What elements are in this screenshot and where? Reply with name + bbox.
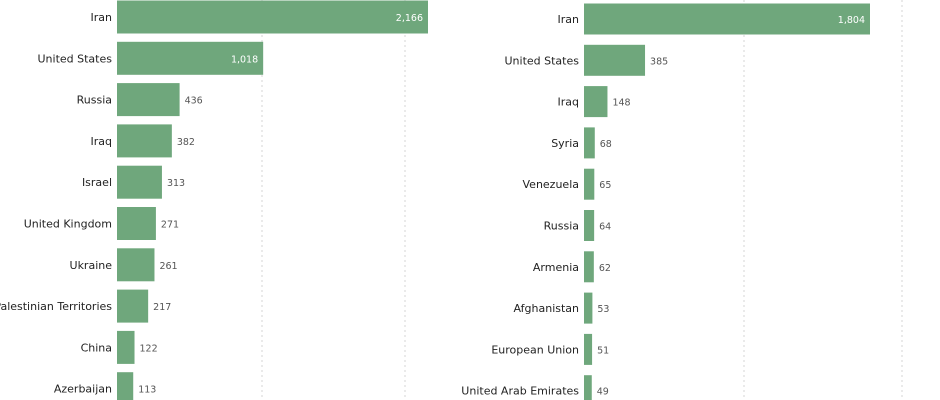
data-label: 217 bbox=[153, 302, 171, 313]
bar bbox=[117, 83, 180, 117]
bar bbox=[584, 210, 595, 241]
category-label: Iraq bbox=[558, 96, 580, 109]
bar bbox=[584, 86, 608, 118]
category-label: Iraq bbox=[91, 135, 113, 148]
left-bar-chart: Iran 2,166 United States 1,018 Russia 436 Iraq… bbox=[0, 0, 428, 400]
data-label: 49 bbox=[597, 387, 609, 398]
category-label: Palestinian Territories bbox=[0, 300, 112, 313]
category-label: Venezuela bbox=[523, 178, 580, 191]
data-label: 53 bbox=[597, 304, 609, 315]
bar bbox=[117, 330, 135, 364]
bar bbox=[117, 0, 428, 34]
data-label: 64 bbox=[599, 222, 611, 233]
category-label: Israel bbox=[82, 176, 112, 189]
category-label: China bbox=[81, 341, 112, 354]
data-label: 313 bbox=[167, 178, 185, 189]
bar bbox=[584, 251, 594, 283]
bar bbox=[117, 207, 156, 240]
category-label: European Union bbox=[491, 343, 579, 356]
data-label: 65 bbox=[599, 180, 611, 191]
data-label: 436 bbox=[185, 96, 203, 107]
category-label: United Kingdom bbox=[24, 218, 112, 231]
category-label: Russia bbox=[77, 94, 112, 107]
bar bbox=[584, 168, 595, 200]
bar bbox=[584, 292, 593, 324]
right-bar-chart: Iran 1,804 United States 385 Iraq 148 Syria 68 V… bbox=[461, 0, 903, 400]
bar bbox=[117, 372, 134, 400]
category-label: Syria bbox=[551, 137, 579, 150]
data-label: 68 bbox=[600, 139, 612, 150]
category-label: Afghanistan bbox=[514, 302, 580, 315]
data-label: 261 bbox=[159, 261, 177, 272]
data-label: 385 bbox=[650, 56, 668, 67]
category-label: Iran bbox=[558, 13, 580, 26]
data-label: 271 bbox=[161, 220, 179, 231]
bar bbox=[584, 44, 646, 76]
category-label: Russia bbox=[544, 220, 579, 233]
bar bbox=[117, 289, 149, 323]
category-label: United Arab Emirates bbox=[461, 385, 579, 398]
data-label: 51 bbox=[597, 345, 609, 356]
bar bbox=[584, 375, 592, 400]
data-label: 1,804 bbox=[838, 15, 865, 26]
data-label: 1,018 bbox=[231, 54, 258, 65]
bar bbox=[584, 3, 870, 35]
bar bbox=[584, 333, 593, 365]
bar bbox=[117, 165, 162, 199]
bar bbox=[117, 41, 264, 75]
data-label: 2,166 bbox=[396, 13, 423, 24]
data-label: 122 bbox=[140, 343, 158, 354]
data-label: 62 bbox=[599, 263, 611, 274]
data-label: 113 bbox=[138, 385, 156, 396]
category-label: Ukraine bbox=[70, 259, 113, 272]
bar bbox=[117, 124, 172, 158]
category-label: United States bbox=[38, 52, 113, 65]
data-label: 382 bbox=[177, 137, 195, 148]
category-label: United States bbox=[505, 54, 580, 67]
category-label: Azerbaijan bbox=[54, 383, 112, 396]
category-label: Iran bbox=[91, 11, 113, 24]
bar bbox=[584, 127, 595, 159]
data-label: 148 bbox=[612, 98, 630, 109]
category-label: Armenia bbox=[533, 261, 579, 274]
bar bbox=[117, 248, 155, 282]
